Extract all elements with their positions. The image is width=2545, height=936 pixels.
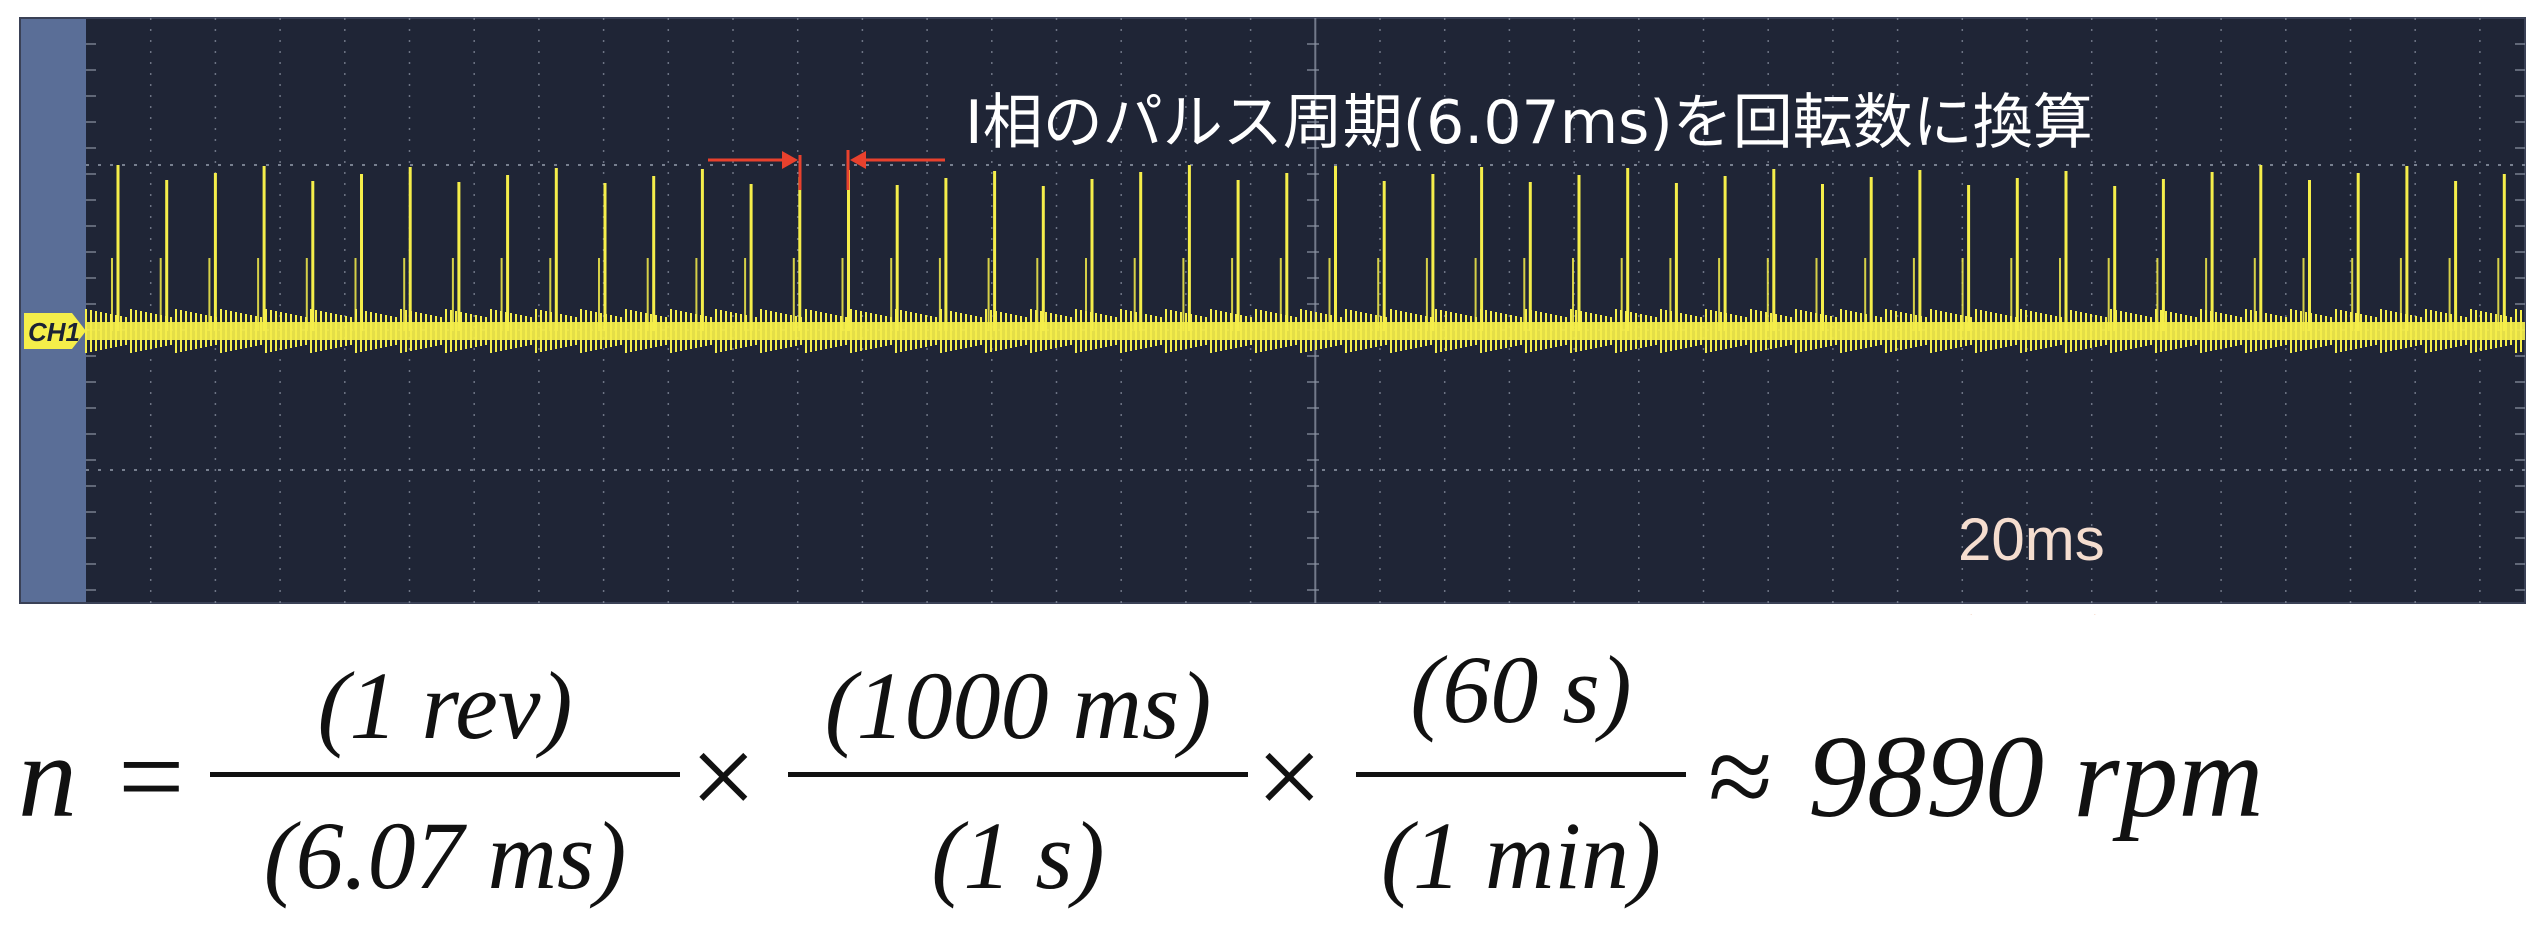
ch1-marker: CH1 <box>24 313 86 349</box>
scope-left-strip <box>20 18 86 603</box>
fraction-revolution: (1 rev) (6.07 ms) <box>210 620 680 936</box>
timescale-arrow-left-head <box>1969 614 1972 615</box>
fraction-minutes-numerator: (60 s) <box>1410 636 1632 743</box>
fraction-milliseconds: (1000 ms) (1 s) <box>788 620 1248 936</box>
timescale-label: 20ms <box>1958 506 2105 573</box>
ch1-marker-shape <box>24 313 86 349</box>
ch1-trace <box>85 165 2525 353</box>
fraction-minutes-bar <box>1356 772 1686 777</box>
fraction-milliseconds-bar <box>788 772 1248 777</box>
fraction-revolution-numerator: (1 rev) <box>317 652 573 759</box>
equation-equals: = <box>118 711 185 842</box>
equation-lhs: n <box>18 711 77 842</box>
multiply-sign-2: × <box>1256 711 1323 842</box>
fraction-minutes: (60 s) (1 min) <box>1356 620 1686 936</box>
scope-border <box>19 17 2526 604</box>
fraction-minutes-denominator: (1 min) <box>1381 802 1661 909</box>
timescale-arrow <box>1969 614 2097 615</box>
rpm-equation: n = (1 rev) (6.07 ms) × (1000 ms) (1 s) … <box>18 620 2545 936</box>
oscilloscope-screen: CH1 I相のパルス周期(6.07ms)を回転数に換算 20ms <box>19 17 2526 615</box>
scope-grid <box>86 18 2525 603</box>
period-arrow-left-head <box>782 151 798 169</box>
period-marker <box>708 150 945 190</box>
approx-sign: ≈ <box>1708 711 1773 842</box>
fraction-milliseconds-numerator: (1000 ms) <box>824 652 1212 759</box>
equation-result: 9890 rpm <box>1808 711 2264 842</box>
fraction-milliseconds-denominator: (1 s) <box>931 802 1105 909</box>
multiply-sign-1: × <box>690 711 757 842</box>
fraction-revolution-bar <box>210 772 680 777</box>
period-arrow-right-head <box>850 151 866 169</box>
fraction-revolution-denominator: (6.07 ms) <box>263 802 627 909</box>
timescale-arrow-right-head <box>2094 614 2097 615</box>
scope-background <box>20 18 2525 603</box>
period-annotation: I相のパルス周期(6.07ms)を回転数に換算 <box>965 88 2093 158</box>
ch1-marker-label: CH1 <box>28 317 80 347</box>
